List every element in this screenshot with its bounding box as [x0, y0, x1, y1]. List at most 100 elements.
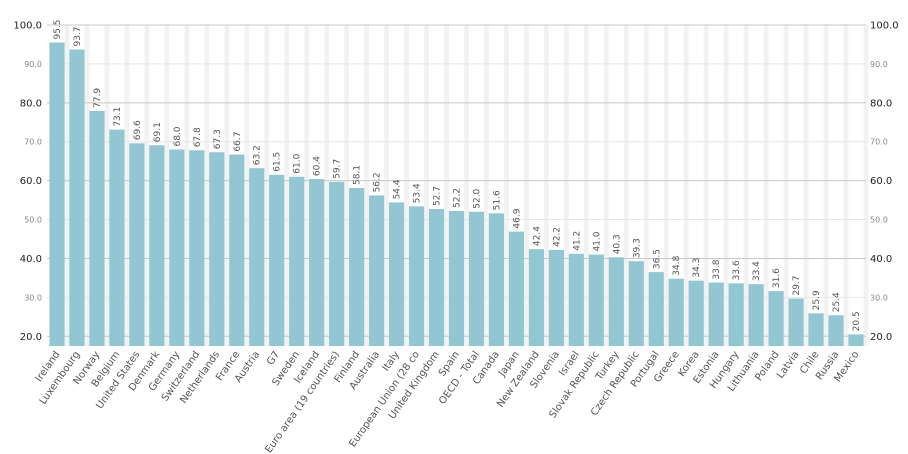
column-stripe	[683, 25, 689, 346]
data-label: 40.3	[612, 234, 622, 254]
y-tick-label-left: 80.0	[20, 98, 42, 109]
value-labels: 95.5 93.7 77.9 73.1 69.6 69.1 68.0 67.8 67.3 66.7…	[53, 19, 862, 331]
column-stripe	[643, 25, 649, 346]
y-tick-label-right: 20.0	[870, 332, 892, 343]
y-tick-label-left: 90.0	[24, 60, 42, 69]
data-label: 59.7	[333, 159, 343, 179]
bar	[628, 261, 644, 346]
data-label: 58.1	[353, 165, 363, 185]
data-label: 61.0	[293, 153, 303, 173]
data-label: 63.2	[253, 145, 263, 165]
data-label: 69.6	[133, 120, 143, 140]
bar	[289, 176, 305, 346]
y-tick-label-left: 50.0	[24, 216, 42, 225]
data-label: 46.9	[512, 208, 522, 228]
column-stripe	[364, 25, 369, 346]
data-label: 67.3	[213, 129, 223, 149]
column-stripe	[823, 25, 829, 346]
column-stripe	[284, 25, 290, 346]
bar	[149, 145, 165, 346]
data-label: 25.4	[832, 292, 842, 312]
bar	[568, 253, 584, 346]
y-tick-label-left: 70.0	[24, 138, 42, 147]
bar	[508, 231, 525, 346]
bar	[109, 129, 125, 346]
y-tick-label-right: 30.0	[870, 293, 888, 302]
data-label: 41.2	[572, 231, 582, 251]
y-tick-label-right: 50.0	[870, 216, 888, 225]
column-stripe	[124, 25, 130, 346]
column-stripe	[404, 25, 409, 346]
column-stripe	[663, 25, 669, 346]
column-stripe	[603, 25, 609, 346]
y-tick-label-left: 100.0	[13, 21, 42, 32]
data-label: 42.2	[552, 227, 562, 247]
bar	[468, 211, 485, 346]
column-stripe	[464, 25, 469, 346]
data-label: 39.3	[632, 238, 642, 258]
data-label: 33.6	[732, 260, 742, 280]
column-stripe	[244, 25, 250, 346]
column-stripe	[64, 25, 70, 346]
bar	[309, 179, 325, 346]
bar	[428, 209, 445, 346]
column-stripe	[164, 25, 170, 346]
y-axis-left: 30.0 50.0 70.0 90.0 20.0 40.0 60.0 80.0 100.0	[13, 21, 42, 343]
column-stripe	[703, 25, 709, 346]
data-label: 52.0	[472, 188, 482, 208]
bar	[848, 334, 864, 346]
bar	[588, 254, 604, 346]
bar	[668, 278, 684, 346]
data-label: 53.4	[413, 183, 423, 203]
data-label: 69.1	[153, 122, 163, 142]
bar	[708, 282, 724, 346]
bar	[209, 152, 225, 346]
y-tick-label-left: 30.0	[24, 293, 42, 302]
y-tick-label-left: 60.0	[20, 176, 42, 187]
bar	[828, 315, 844, 346]
data-label: 52.2	[453, 188, 463, 208]
y-tick-label-right: 60.0	[870, 176, 892, 187]
column-stripe	[84, 25, 90, 346]
bar	[608, 257, 624, 346]
column-stripe	[304, 25, 310, 346]
data-label: 51.6	[492, 190, 502, 210]
column-stripe	[563, 25, 569, 346]
data-label: 56.2	[373, 172, 383, 192]
bar	[269, 174, 285, 346]
bar	[688, 280, 704, 346]
data-label: 29.7	[792, 275, 802, 295]
bar	[229, 154, 245, 346]
y-tick-label-right: 100.0	[870, 21, 899, 32]
bar	[528, 249, 544, 346]
column-stripe	[543, 25, 549, 346]
data-label: 52.7	[433, 186, 443, 206]
column-stripe	[783, 25, 789, 346]
column-stripe	[504, 25, 509, 346]
column-stripe	[484, 25, 489, 346]
bar	[488, 213, 505, 346]
bar	[388, 202, 405, 346]
bar	[89, 110, 105, 347]
bar	[249, 168, 265, 346]
y-axis-right: 30.0 50.0 70.0 90.0 20.0 40.0 60.0 80.0 100.0	[870, 21, 899, 343]
data-label: 42.4	[532, 226, 542, 246]
data-label: 66.7	[233, 132, 243, 152]
data-label: 95.5	[53, 19, 63, 39]
data-label: 61.5	[273, 152, 283, 172]
column-stripe	[524, 25, 529, 346]
column-stripe	[743, 25, 749, 346]
bar	[728, 283, 744, 346]
data-label: 20.5	[852, 311, 862, 331]
column-stripes	[64, 25, 869, 346]
y-tick-label-left: 40.0	[20, 254, 42, 265]
data-label: 31.6	[772, 268, 782, 288]
data-label: 54.4	[393, 179, 403, 199]
y-tick-label-right: 40.0	[870, 254, 892, 265]
data-label: 93.7	[73, 26, 83, 46]
bar	[448, 210, 465, 346]
column-stripe	[384, 25, 389, 346]
column-stripe	[803, 25, 809, 346]
column-stripe	[623, 25, 629, 346]
bar	[648, 272, 664, 346]
